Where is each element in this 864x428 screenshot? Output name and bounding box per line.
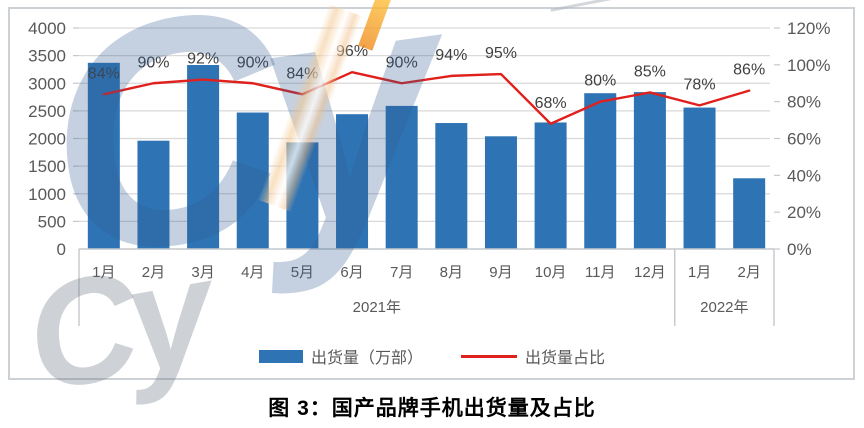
share-data-label: 84% (286, 65, 318, 82)
right-axis-label: 40% (787, 166, 821, 185)
bar-6月-5 (336, 114, 369, 249)
month-label: 9月 (489, 264, 512, 281)
right-axis-label: 20% (787, 203, 821, 222)
month-label: 1月 (92, 264, 115, 281)
share-data-label: 90% (137, 54, 169, 71)
right-axis-label: 0% (787, 240, 812, 259)
left-axis-label: 4000 (28, 19, 66, 38)
bar-12月-11 (633, 92, 666, 249)
share-polyline (102, 70, 751, 125)
left-axis-label: 0 (57, 240, 66, 259)
share-data-label: 90% (386, 54, 418, 71)
legend: 出货量（万部） 出货量占比 (0, 344, 864, 368)
left-axis-label: 500 (38, 212, 66, 231)
bar-3月-2 (187, 65, 220, 249)
legend-bar-label: 出货量（万部） (310, 350, 423, 367)
month-label: 11月 (585, 264, 616, 281)
legend-bar-swatch-icon (258, 349, 303, 363)
left-axis-label: 3500 (28, 47, 66, 66)
month-label: 8月 (440, 264, 463, 281)
legend-item-share: 出货量占比 (461, 344, 605, 368)
right-axis-label: 120% (787, 19, 830, 38)
bar-7月-6 (385, 105, 418, 249)
month-label: 6月 (340, 264, 363, 281)
gridlines (79, 27, 770, 223)
y-axis-right: 0% 20% 40% 60% 80% 100% 120% (787, 19, 830, 259)
share-data-label: 94% (435, 47, 467, 64)
share-data-label: 95% (485, 45, 517, 62)
right-axis-label: 60% (787, 130, 821, 149)
legend-item-shipments: 出货量（万部） (258, 344, 423, 368)
axis-ticks (73, 27, 780, 250)
year-label: 2021年 (353, 299, 401, 316)
month-label: 5月 (291, 264, 314, 281)
share-data-label: 86% (733, 62, 765, 79)
bar-11月-10 (584, 93, 617, 249)
month-label: 12月 (634, 264, 666, 281)
right-axis-label: 80% (787, 93, 821, 112)
left-axis-label: 1500 (28, 157, 66, 176)
left-axis-label: 2000 (28, 130, 66, 149)
y-axis-left: 0 500 1000 1500 2000 2500 3000 3500 4000 (28, 19, 66, 259)
share-data-label: 84% (88, 65, 120, 82)
month-label: 2月 (738, 264, 761, 281)
share-line (102, 70, 751, 125)
bar-1月-12 (683, 107, 716, 249)
month-label: 1月 (688, 264, 711, 281)
left-axis-label: 2500 (28, 102, 66, 121)
bar-9月-8 (484, 136, 517, 249)
year-label: 2022年 (700, 299, 748, 316)
left-axis-label: 3000 (28, 74, 66, 93)
right-axis-label: 100% (787, 56, 830, 75)
share-data-label: 85% (634, 63, 666, 80)
bar-10月-9 (534, 122, 567, 249)
month-label: 4月 (241, 264, 264, 281)
bar-8月-7 (435, 123, 468, 249)
left-axis-label: 1000 (28, 185, 66, 204)
share-data-label: 78% (684, 76, 716, 93)
data-labels: 84% 90% 92% 90% 84% 96% 90% 94% 95% 68% 80% 85% 78% 8… (88, 43, 765, 112)
share-data-label: 80% (584, 73, 616, 90)
share-data-label: 68% (535, 95, 567, 112)
share-data-label: 92% (187, 51, 219, 68)
month-label: 3月 (191, 264, 214, 281)
figure-caption: 图 3：国产品牌手机出货量及占比 (268, 397, 596, 420)
bar-2月-13 (733, 178, 766, 249)
month-label: 10月 (535, 264, 567, 281)
x-axis: 2021年 2022年 1月 2月 3月 4月 5月 6月 7月 8月 9月 10月 11月 12月 1月 2… (78, 248, 775, 326)
bar-2月-1 (137, 140, 170, 249)
month-label: 7月 (390, 264, 413, 281)
legend-line-swatch-icon (461, 354, 517, 358)
bar-4月-3 (236, 112, 269, 249)
share-data-label: 90% (237, 54, 269, 71)
month-label: 2月 (142, 264, 165, 281)
bar-5月-4 (286, 142, 319, 249)
legend-line-label: 出货量占比 (525, 350, 606, 367)
share-data-label: 96% (336, 43, 368, 60)
